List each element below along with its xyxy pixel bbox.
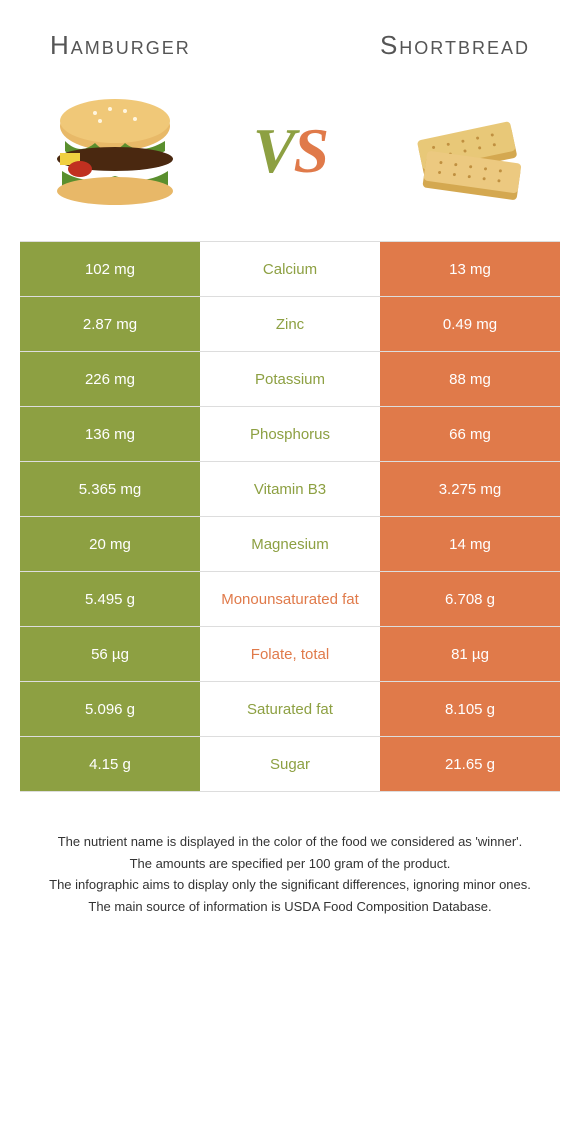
left-value: 5.365 mg (20, 462, 200, 516)
shortbread-image (390, 91, 540, 211)
nutrient-label: Zinc (200, 297, 380, 351)
left-value: 20 mg (20, 517, 200, 571)
left-value: 2.87 mg (20, 297, 200, 351)
table-row: 2.87 mgZinc0.49 mg (20, 297, 560, 352)
nutrient-label: Potassium (200, 352, 380, 406)
left-value: 136 mg (20, 407, 200, 461)
nutrient-label: Magnesium (200, 517, 380, 571)
table-row: 5.365 mgVitamin B33.275 mg (20, 462, 560, 517)
left-value: 5.495 g (20, 572, 200, 626)
table-row: 56 µgFolate, total81 µg (20, 627, 560, 682)
footnote-line: The infographic aims to display only the… (30, 875, 550, 895)
right-value: 13 mg (380, 242, 560, 296)
left-value: 5.096 g (20, 682, 200, 736)
nutrient-label: Calcium (200, 242, 380, 296)
right-value: 14 mg (380, 517, 560, 571)
nutrient-label: Vitamin B3 (200, 462, 380, 516)
footnote: The nutrient name is displayed in the co… (30, 832, 550, 916)
nutrient-label: Sugar (200, 737, 380, 791)
nutrient-label: Folate, total (200, 627, 380, 681)
right-value: 6.708 g (380, 572, 560, 626)
left-value: 102 mg (20, 242, 200, 296)
left-value: 56 µg (20, 627, 200, 681)
right-value: 66 mg (380, 407, 560, 461)
table-row: 136 mgPhosphorus66 mg (20, 407, 560, 462)
table-row: 226 mgPotassium88 mg (20, 352, 560, 407)
table-row: 5.096 gSaturated fat8.105 g (20, 682, 560, 737)
right-value: 81 µg (380, 627, 560, 681)
hamburger-image (40, 91, 190, 211)
left-value: 4.15 g (20, 737, 200, 791)
nutrient-label: Monounsaturated fat (200, 572, 380, 626)
vs-v: V (253, 115, 294, 186)
nutrient-label: Phosphorus (200, 407, 380, 461)
right-value: 3.275 mg (380, 462, 560, 516)
title-left: Hamburger (50, 30, 191, 61)
right-value: 88 mg (380, 352, 560, 406)
table-row: 5.495 gMonounsaturated fat6.708 g (20, 572, 560, 627)
nutrient-label: Saturated fat (200, 682, 380, 736)
right-value: 21.65 g (380, 737, 560, 791)
header: Hamburger Shortbread (0, 0, 580, 71)
right-value: 0.49 mg (380, 297, 560, 351)
table-row: 20 mgMagnesium14 mg (20, 517, 560, 572)
vs-label: VS (253, 114, 327, 188)
footnote-line: The amounts are specified per 100 gram o… (30, 854, 550, 874)
footnote-line: The main source of information is USDA F… (30, 897, 550, 917)
vs-s: S (294, 115, 328, 186)
table-row: 4.15 gSugar21.65 g (20, 737, 560, 792)
vs-row: VS (0, 71, 580, 241)
right-value: 8.105 g (380, 682, 560, 736)
left-value: 226 mg (20, 352, 200, 406)
table-row: 102 mgCalcium13 mg (20, 242, 560, 297)
title-right: Shortbread (380, 30, 530, 61)
footnote-line: The nutrient name is displayed in the co… (30, 832, 550, 852)
comparison-table: 102 mgCalcium13 mg2.87 mgZinc0.49 mg226 … (20, 241, 560, 792)
